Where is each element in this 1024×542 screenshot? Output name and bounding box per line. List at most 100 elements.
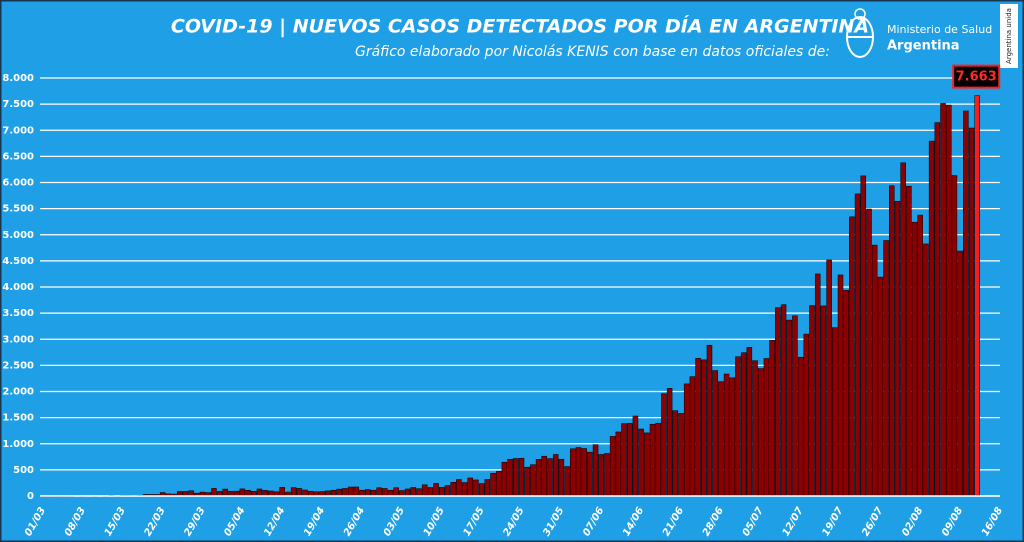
bar [268,490,274,497]
bar [524,466,530,497]
bar [792,315,798,497]
bar [279,487,286,497]
bar [917,214,924,497]
bar [376,487,382,497]
bar [769,340,775,497]
bar [421,484,428,497]
bar [382,488,388,497]
chart-subtitle: Gráfico elaborado por Nicolás KENIS con … [355,44,830,60]
bar [752,360,758,497]
bar [797,356,804,497]
bar [302,489,308,497]
bar [814,273,821,497]
bar [598,454,605,497]
bar [963,110,969,497]
bar [547,458,553,497]
bar [832,327,838,497]
bar [552,454,559,497]
bar [780,304,787,497]
bar [820,305,827,497]
bar [262,490,268,497]
bar [330,489,337,497]
bar [626,423,633,497]
bar [592,444,599,497]
y-tick-label: 6.500 [2,151,34,162]
badge-text: Argentina unida [1005,8,1013,64]
bar [718,381,724,497]
bar [877,276,884,497]
bar [803,333,810,497]
bar [438,487,445,497]
y-tick-label: 4.000 [2,282,34,293]
bar [621,423,627,497]
bar [740,352,747,497]
bar [894,201,901,497]
bar [866,208,872,497]
bar [518,457,525,497]
bar [809,305,815,497]
bar [370,489,377,497]
bar [587,451,593,497]
bar [581,448,587,497]
bar [575,447,582,497]
bar [940,103,946,497]
chart-title: COVID-19 | NUEVOS CASOS DETECTADOS POR D… [171,15,869,38]
bar [609,436,616,497]
bar [404,488,411,497]
bar [342,488,348,497]
bar [934,122,941,497]
y-tick-label: 6.000 [2,178,34,189]
bar [347,486,354,497]
value-label-box [952,64,1001,89]
bar [467,477,473,497]
y-tick-label: 5.000 [2,230,34,241]
bar [666,388,673,497]
bar [501,461,508,497]
bar [928,140,935,497]
y-tick-label: 2.500 [2,360,34,371]
bar [507,458,513,497]
source-line2: Argentina [887,39,960,54]
bar [689,376,696,497]
bar [239,488,246,497]
bar [683,383,690,497]
bar [968,127,975,497]
bar [889,185,895,497]
bar [649,423,656,497]
bar [723,373,730,497]
y-tick-label: 4.500 [2,256,34,267]
badge-box [1000,4,1018,68]
bar [729,377,736,497]
bar [655,422,661,497]
bar [951,175,958,497]
bar [695,358,701,497]
bar [456,479,462,497]
bar [393,487,399,497]
bar [530,464,536,497]
bar [433,483,439,497]
bar [290,487,297,497]
bar [974,95,980,497]
bar [849,216,855,497]
y-tick-label: 3.000 [2,334,34,345]
bar [735,356,741,497]
bar [957,250,963,497]
bar [416,488,422,497]
bar [661,393,667,497]
bar [444,485,451,497]
bar [871,244,878,497]
bar [359,489,365,497]
bar [495,470,502,497]
y-tick-label: 2.000 [2,387,34,398]
bar [945,104,952,497]
bar [757,368,764,497]
bar [222,488,229,497]
source-line1: Ministerio de Salud [887,23,992,36]
bar [911,221,918,497]
bar [678,413,684,497]
bar [883,240,889,497]
bar [843,290,849,497]
bar [211,488,217,497]
bar [336,488,342,497]
